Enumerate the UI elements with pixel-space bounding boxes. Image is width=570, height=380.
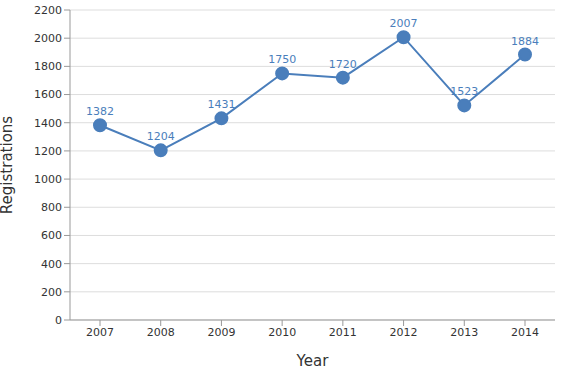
svg-text:1000: 1000 <box>34 173 62 186</box>
svg-text:2013: 2013 <box>450 326 478 339</box>
svg-text:1204: 1204 <box>147 130 175 143</box>
svg-text:1800: 1800 <box>34 60 62 73</box>
svg-text:200: 200 <box>41 286 62 299</box>
svg-text:0: 0 <box>55 314 62 327</box>
svg-text:2007: 2007 <box>390 17 418 30</box>
svg-text:800: 800 <box>41 201 62 214</box>
svg-text:1431: 1431 <box>207 98 235 111</box>
svg-text:1884: 1884 <box>511 35 539 48</box>
svg-text:1720: 1720 <box>329 58 357 71</box>
svg-text:1382: 1382 <box>86 105 114 118</box>
svg-text:Registrations: Registrations <box>8 116 16 214</box>
svg-text:400: 400 <box>41 258 62 271</box>
svg-text:Year: Year <box>296 352 330 370</box>
svg-text:2014: 2014 <box>511 326 539 339</box>
svg-text:2007: 2007 <box>86 326 114 339</box>
svg-text:2012: 2012 <box>390 326 418 339</box>
svg-text:1200: 1200 <box>34 145 62 158</box>
svg-text:1400: 1400 <box>34 117 62 130</box>
svg-text:2009: 2009 <box>207 326 235 339</box>
svg-text:2200: 2200 <box>34 4 62 17</box>
svg-text:1750: 1750 <box>268 53 296 66</box>
svg-text:1523: 1523 <box>450 85 478 98</box>
svg-text:2011: 2011 <box>329 326 357 339</box>
svg-text:600: 600 <box>41 229 62 242</box>
svg-text:2010: 2010 <box>268 326 296 339</box>
svg-text:2008: 2008 <box>147 326 175 339</box>
svg-text:2000: 2000 <box>34 32 62 45</box>
svg-text:1600: 1600 <box>34 88 62 101</box>
